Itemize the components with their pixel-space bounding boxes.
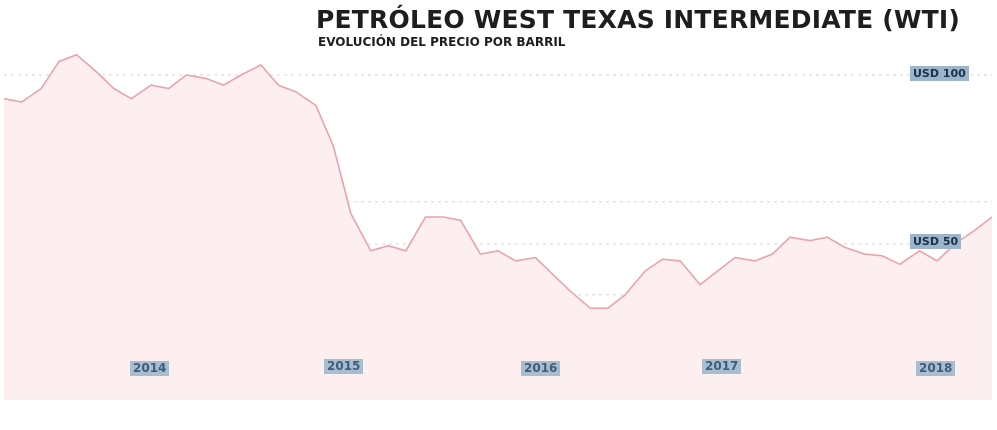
price-area-fill <box>4 54 992 400</box>
x-tick-2014: 2014 <box>130 361 170 376</box>
usd-100-label: USD 100 <box>910 66 969 81</box>
usd-50-label: USD 50 <box>910 234 962 249</box>
chart-subtitle: EVOLUCIÓN DEL PRECIO POR BARRIL <box>318 35 566 49</box>
chart-title: PETRÓLEO WEST TEXAS INTERMEDIATE (WTI) <box>316 5 961 34</box>
x-tick-2015: 2015 <box>324 359 364 374</box>
x-tick-2018: 2018 <box>916 361 956 376</box>
x-tick-2016: 2016 <box>521 361 561 376</box>
price-line <box>3 53 993 309</box>
x-tick-2017: 2017 <box>702 359 742 374</box>
